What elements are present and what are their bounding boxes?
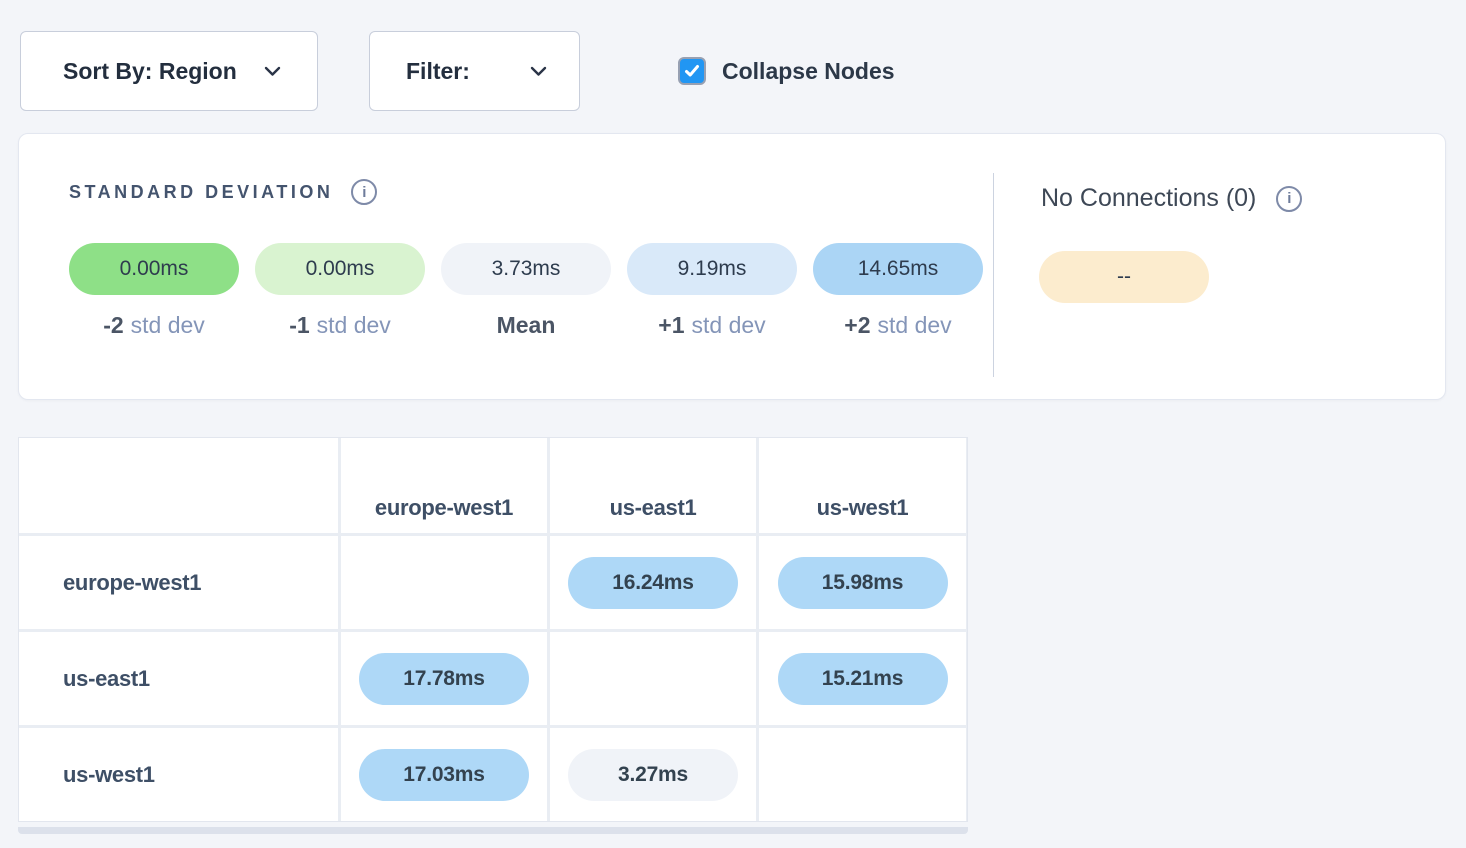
chevron-down-icon (264, 66, 281, 77)
info-icon[interactable]: i (1276, 185, 1303, 212)
collapse-nodes-control: Collapse Nodes (678, 31, 895, 111)
legend-pill-plus2: 14.65ms (813, 243, 983, 295)
legend-pill-minus2: 0.00ms (69, 243, 239, 295)
matrix-horizontal-scrollbar[interactable] (18, 827, 968, 834)
matrix-cell-us-west1-us-west1 (759, 728, 966, 821)
latency-pill[interactable]: 15.21ms (777, 652, 948, 705)
legend-label-minus2: -2 std dev (103, 312, 205, 338)
checkmark-icon (685, 65, 699, 77)
matrix-row-header-us-west1: us-west1 (19, 728, 338, 821)
latency-pill[interactable]: 16.24ms (568, 556, 738, 609)
info-icon[interactable]: i (351, 179, 378, 205)
no-connections-title: No Connections (0) (1041, 184, 1257, 212)
std-dev-pills: 0.00ms 0.00ms 3.73ms 9.19ms 14.65ms (69, 243, 983, 295)
legend-label-plus1: +1 std dev (658, 312, 766, 338)
latency-pill[interactable]: 17.78ms (359, 652, 529, 705)
matrix-cell-europe-west1-europe-west1 (341, 536, 547, 629)
matrix-cell-us-east1-europe-west1: 17.78ms (341, 632, 547, 725)
matrix-cell-europe-west1-us-east1: 16.24ms (550, 536, 756, 629)
legend-pill-plus1: 9.19ms (627, 243, 797, 295)
sort-by-dropdown[interactable]: Sort By: Region (20, 31, 318, 111)
collapse-nodes-label: Collapse Nodes (722, 57, 895, 84)
legend-label-mean: Mean (496, 312, 556, 338)
std-dev-title: STANDARD DEVIATION (69, 181, 334, 202)
latency-matrix: europe-west1 us-east1 us-west1 europe-we… (18, 437, 968, 822)
matrix-cell-us-east1-us-west1: 15.21ms (759, 632, 966, 725)
legend-label-plus2: +2 std dev (844, 312, 952, 338)
legend-panel: STANDARD DEVIATION i 0.00ms 0.00ms 3.73m… (18, 133, 1446, 400)
std-dev-title-row: STANDARD DEVIATION i (69, 179, 378, 205)
latency-pill[interactable]: 15.98ms (777, 556, 948, 609)
matrix-row-header-us-east1: us-east1 (19, 632, 338, 725)
std-dev-labels: -2 std dev -1 std dev Mean +1 std dev +2… (69, 312, 983, 339)
legend-vertical-divider (993, 173, 994, 377)
chevron-down-icon (530, 66, 547, 77)
matrix-corner-cell (19, 438, 338, 533)
latency-pill[interactable]: 17.03ms (359, 748, 529, 801)
matrix-row-header-europe-west1: europe-west1 (19, 536, 338, 629)
matrix-col-header-us-east1: us-east1 (550, 438, 756, 533)
matrix-col-header-us-west1: us-west1 (759, 438, 966, 533)
legend-pill-mean: 3.73ms (441, 243, 611, 295)
no-connections-title-row: No Connections (0) i (1041, 184, 1303, 213)
matrix-cell-us-west1-europe-west1: 17.03ms (341, 728, 547, 821)
no-connections-pill: -- (1039, 251, 1209, 303)
matrix-cell-us-east1-us-east1 (550, 632, 756, 725)
sort-by-label: Sort By: Region (63, 57, 237, 84)
legend-label-minus1: -1 std dev (289, 312, 391, 338)
latency-pill[interactable]: 3.27ms (568, 748, 738, 801)
legend-pill-minus1: 0.00ms (255, 243, 425, 295)
filter-dropdown[interactable]: Filter: (369, 31, 580, 111)
collapse-nodes-checkbox[interactable] (678, 57, 706, 85)
matrix-cell-us-west1-us-east1: 3.27ms (550, 728, 756, 821)
filter-label: Filter: (406, 57, 470, 84)
matrix-col-header-europe-west1: europe-west1 (341, 438, 547, 533)
matrix-cell-europe-west1-us-west1: 15.98ms (759, 536, 966, 629)
